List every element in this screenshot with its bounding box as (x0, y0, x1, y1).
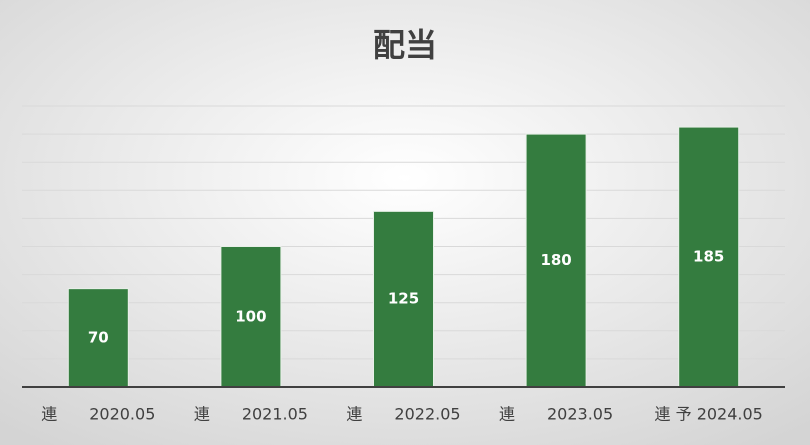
data-label: 70 (88, 328, 109, 346)
bar (220, 246, 282, 388)
x-tick-label: 連 2023.05 (499, 405, 613, 424)
x-tick-label: 連 予 2024.05 (655, 405, 763, 424)
data-label: 180 (540, 251, 571, 269)
bar (525, 133, 587, 388)
chart-title: 配当 (373, 26, 437, 64)
data-label: 100 (235, 307, 266, 325)
bar (678, 126, 740, 388)
data-label: 185 (693, 248, 724, 266)
data-label: 125 (388, 290, 419, 308)
bar (67, 288, 129, 388)
x-tick-label: 連 2022.05 (346, 405, 460, 424)
x-tick-label: 連 2020.05 (41, 405, 155, 424)
bar (373, 210, 434, 388)
x-tick-label: 連 2021.05 (194, 405, 308, 424)
